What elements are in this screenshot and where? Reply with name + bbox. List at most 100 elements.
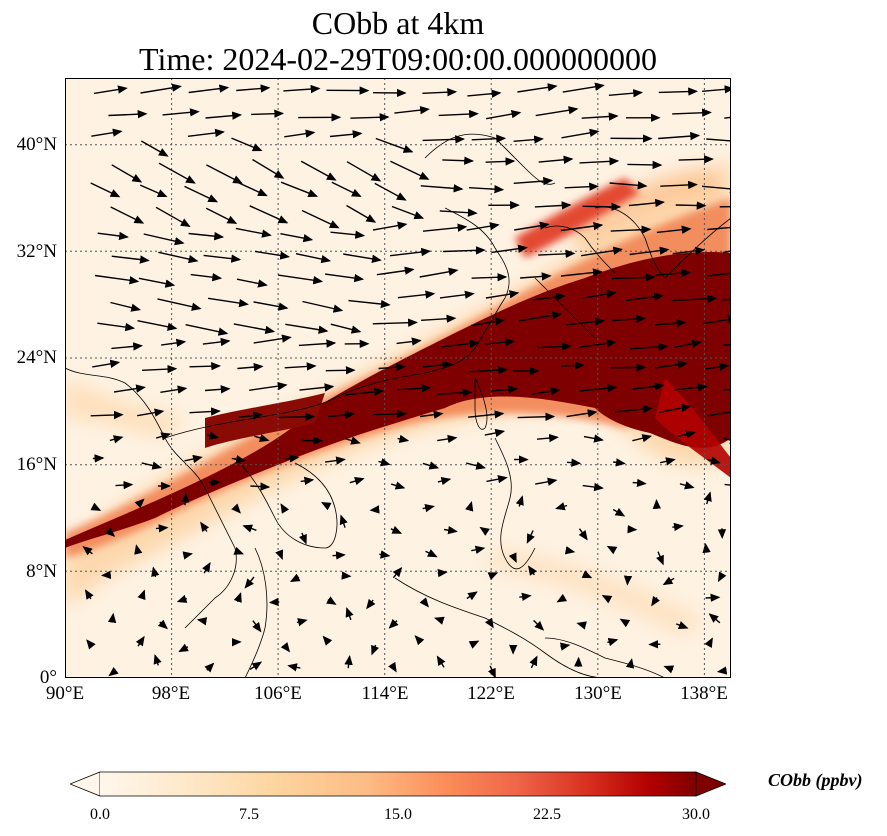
colorbar bbox=[70, 771, 726, 797]
wind-arrow bbox=[91, 128, 123, 137]
wind-arrow bbox=[513, 176, 554, 186]
wind-arrow bbox=[151, 566, 160, 578]
wind-arrow bbox=[158, 251, 199, 264]
wind-arrow bbox=[302, 300, 344, 313]
wind-arrow bbox=[285, 454, 300, 463]
wind-arrow bbox=[560, 268, 603, 277]
lat-tick-label: 32°N bbox=[16, 241, 57, 262]
wind-arrow bbox=[280, 642, 291, 653]
wind-arrow bbox=[330, 323, 362, 334]
wind-arrow bbox=[422, 360, 453, 370]
wind-arrow bbox=[254, 433, 270, 442]
wind-arrow bbox=[189, 407, 221, 416]
wind-arrow bbox=[250, 482, 271, 491]
wind-arrow bbox=[420, 184, 464, 193]
wind-arrow bbox=[252, 158, 285, 179]
wind-arrow bbox=[236, 278, 268, 288]
wind-arrow bbox=[182, 551, 193, 560]
wind-arrow bbox=[655, 318, 687, 328]
wind-arrow bbox=[378, 363, 406, 372]
wind-arrow bbox=[296, 618, 308, 627]
wind-arrow bbox=[673, 383, 708, 392]
wind-arrow bbox=[237, 181, 268, 197]
wind-arrow bbox=[372, 318, 418, 327]
wind-arrow bbox=[508, 552, 517, 563]
wind-arrow bbox=[672, 108, 712, 117]
wind-arrow bbox=[301, 209, 340, 229]
wind-arrow bbox=[623, 575, 633, 586]
wind-arrow bbox=[705, 362, 730, 372]
wind-arrow bbox=[397, 434, 410, 444]
wind-arrow bbox=[155, 206, 191, 227]
wind-arrow bbox=[134, 498, 145, 509]
wind-arrow bbox=[468, 410, 505, 419]
wind-arrow bbox=[619, 618, 631, 628]
wind-arrow bbox=[300, 160, 337, 181]
wind-arrow bbox=[576, 621, 587, 630]
wind-arrow bbox=[346, 161, 382, 182]
lat-tick-label: 40°N bbox=[16, 134, 57, 155]
wind-arrow bbox=[295, 253, 332, 264]
wind-arrow bbox=[707, 272, 731, 277]
wind-arrow bbox=[466, 222, 500, 231]
wind-arrow bbox=[105, 527, 116, 537]
wind-arrow bbox=[190, 273, 223, 282]
wind-arrow bbox=[329, 130, 363, 139]
wind-arrow bbox=[469, 185, 505, 194]
wind-arrow bbox=[300, 476, 315, 486]
wind-arrow bbox=[579, 384, 618, 393]
wind-arrow bbox=[155, 524, 169, 533]
wind-arrow bbox=[485, 157, 516, 166]
wind-arrow bbox=[515, 495, 524, 507]
wind-arrow bbox=[420, 410, 444, 419]
wind-arrow bbox=[189, 361, 221, 371]
wind-arrow bbox=[97, 322, 136, 332]
wind-arrow bbox=[253, 334, 292, 344]
wind-arrow bbox=[564, 546, 576, 555]
wind-arrow bbox=[268, 597, 280, 607]
wind-arrow bbox=[566, 409, 598, 418]
wind-arrow bbox=[487, 572, 499, 581]
wind-arrow bbox=[203, 254, 242, 263]
wind-arrow bbox=[658, 131, 701, 141]
wind-arrow bbox=[332, 551, 346, 560]
wind-arrow bbox=[414, 635, 425, 646]
wind-arrow bbox=[275, 549, 284, 561]
wind-arrow bbox=[660, 180, 698, 190]
wind-arrow bbox=[325, 366, 356, 375]
wind-arrow bbox=[422, 87, 458, 97]
wind-arrow bbox=[283, 84, 321, 94]
wind-arrow bbox=[678, 155, 714, 164]
wind-arrow bbox=[581, 112, 619, 121]
wind-arrow bbox=[491, 385, 519, 394]
wind-arrow bbox=[538, 155, 574, 164]
wind-arrow bbox=[184, 185, 219, 203]
lon-tick-label: 138°E bbox=[680, 683, 728, 704]
wind-arrow bbox=[108, 109, 148, 119]
wind-arrow bbox=[188, 84, 230, 94]
wind-arrow bbox=[238, 411, 263, 420]
wind-arrow bbox=[374, 182, 407, 201]
wind-arrow bbox=[285, 323, 329, 334]
wind-arrow bbox=[249, 661, 263, 671]
wind-arrow bbox=[578, 339, 617, 349]
wind-arrow bbox=[235, 227, 272, 238]
wind-arrow bbox=[533, 619, 545, 631]
wind-arrow bbox=[566, 317, 606, 326]
wind-arrow bbox=[204, 662, 215, 673]
wind-arrow bbox=[86, 639, 96, 650]
wind-arrow bbox=[560, 361, 585, 370]
wind-arrow bbox=[162, 108, 200, 117]
lon-tick-label: 98°E bbox=[151, 683, 191, 704]
wind-arrow bbox=[157, 619, 168, 630]
wind-arrow bbox=[705, 593, 721, 602]
wind-arrow bbox=[202, 561, 211, 574]
wind-arrow bbox=[155, 432, 172, 441]
wind-arrow bbox=[707, 411, 731, 417]
wind-arrow bbox=[249, 205, 289, 224]
wind-arrow bbox=[514, 221, 550, 231]
wind-arrow bbox=[608, 89, 643, 98]
wind-arrow bbox=[465, 501, 474, 512]
wind-arrow bbox=[582, 482, 604, 492]
wind-arrow bbox=[390, 247, 432, 257]
